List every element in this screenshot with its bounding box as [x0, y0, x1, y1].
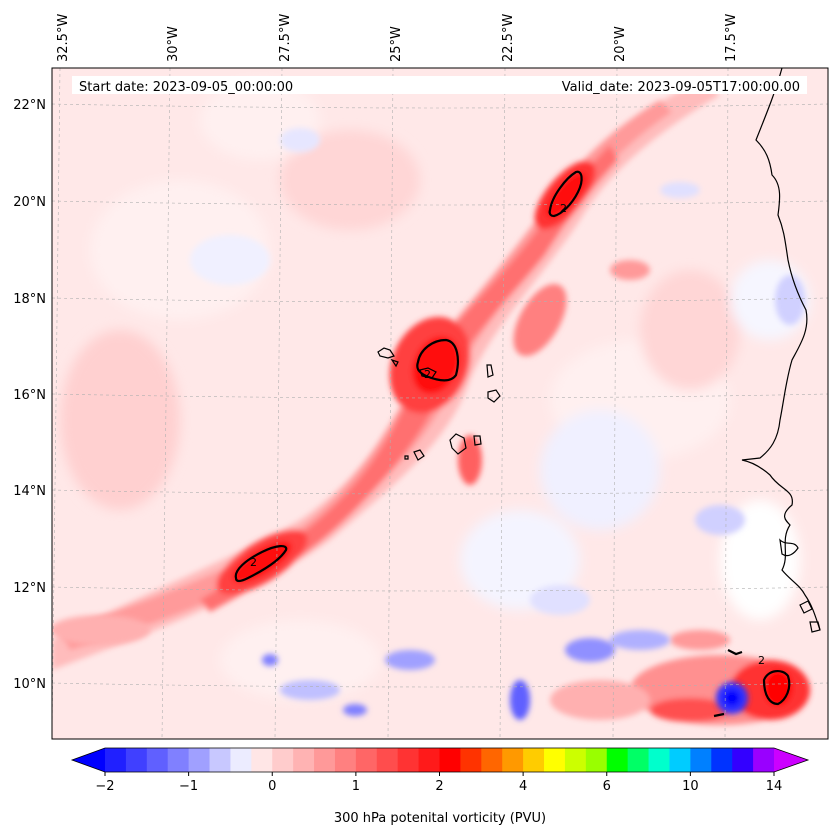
lat-label: 20°N: [13, 195, 46, 210]
colorbar-segment: [732, 748, 754, 772]
colorbar-segments: [105, 748, 775, 772]
date-header-bar: [72, 76, 807, 94]
pv-field-light: [60, 80, 810, 700]
island-sao-nicolau: [419, 367, 437, 379]
colorbar-segment: [314, 748, 336, 772]
contour-2pvu-south-tail: [713, 712, 725, 718]
contour-2pvu-center: [416, 338, 459, 382]
island-coast-2: [809, 621, 821, 633]
lon-label: 17.5°W: [724, 14, 739, 62]
island-brava: [404, 455, 409, 460]
colorbar-tick-label: 10: [682, 779, 699, 794]
island-maio: [473, 435, 482, 446]
colorbar-segment: [690, 748, 712, 772]
lat-label: 22°N: [13, 98, 46, 113]
colorbar-segment: [648, 748, 670, 772]
colorbar-segment: [397, 748, 420, 772]
lon-label: 22.5°W: [501, 14, 516, 62]
island-santo-antao: [377, 347, 395, 359]
start-date-text: Start date: 2023-09-05_00:00:00: [79, 80, 293, 95]
colorbar-segment: [627, 748, 650, 772]
lat-label: 12°N: [13, 581, 46, 596]
lon-label: 25°W: [389, 26, 404, 62]
colorbar-tick-label: −2: [95, 779, 114, 794]
contour-labels: 2 2 2 2: [250, 202, 765, 667]
island-santiago: [449, 433, 467, 455]
colorbar-segment: [439, 748, 461, 772]
pv-negative-patches: [190, 128, 805, 720]
colorbar-segment: [251, 748, 273, 772]
colorbar-max-extend: [774, 748, 808, 772]
island-sao-vicente: [390, 358, 399, 368]
pv-2-contours: [234, 170, 791, 718]
island-boa-vista: [487, 389, 501, 403]
colorbar-segment: [125, 748, 148, 772]
map-panel: 2 2 2 2: [52, 68, 828, 739]
colorbar-segment: [460, 748, 482, 772]
colorbar-tick-label: 14: [766, 779, 783, 794]
coastlines: [377, 68, 821, 633]
contour-2pvu-southeast: [762, 670, 791, 706]
colorbar-segment: [481, 748, 503, 772]
longitude-labels: 32.5°W 30°W 27.5°W 25°W 22.5°W 20°W 17.5…: [56, 14, 739, 62]
colorbar-tick-label: 2: [435, 779, 443, 794]
colorbar-min-extend: [72, 748, 105, 772]
gridlines: [52, 68, 828, 739]
contour-2pvu-north: [548, 170, 583, 218]
island-bissagos: [779, 538, 799, 557]
colorbar-tick-label: 4: [519, 779, 527, 794]
colorbar-segment: [523, 748, 545, 772]
colorbar-segment: [544, 748, 566, 772]
colorbar-segment: [188, 748, 211, 772]
latitude-labels: 22°N 20°N 18°N 16°N 14°N 12°N 10°N: [13, 98, 46, 692]
lat-label: 14°N: [13, 484, 46, 499]
lat-label: 10°N: [13, 677, 46, 692]
contour-label: 2: [758, 654, 765, 667]
colorbar-segment: [585, 748, 608, 772]
colorbar-segment: [564, 748, 587, 772]
colorbar: −2 −1 0 1 2 4 6 10 14 300 hPa potenital vorticit…: [70, 747, 810, 826]
lat-label: 16°N: [13, 388, 46, 403]
colorbar-segment: [376, 748, 399, 772]
lon-label: 27.5°W: [278, 14, 293, 62]
island-sal: [486, 364, 494, 378]
colorbar-segment: [230, 748, 252, 772]
colorbar-segment: [272, 748, 294, 772]
valid-date-text: Valid_date: 2023-09-05T17:00:00.00: [562, 80, 800, 95]
colorbar-tick-label: 1: [352, 779, 360, 794]
colorbar-segment: [711, 748, 733, 772]
colorbar-segment: [146, 748, 169, 772]
colorbar-segment: [418, 748, 440, 772]
island-fogo: [413, 449, 425, 461]
colorbar-segment: [355, 748, 378, 772]
colorbar-tick-label: 0: [268, 779, 276, 794]
colorbar-ticks: −2 −1 0 1 2 4 6 10 14: [95, 772, 782, 794]
colorbar-segment: [502, 748, 524, 772]
contour-label: 2: [250, 556, 257, 569]
colorbar-segment: [669, 748, 691, 772]
colorbar-tick-label: −1: [179, 779, 198, 794]
colorbar-segment: [105, 748, 127, 772]
colorbar-title: 300 hPa potenital vorticity (PVU): [334, 811, 546, 826]
lat-label: 18°N: [13, 292, 46, 307]
colorbar-segment: [209, 748, 231, 772]
island-coast-1: [799, 600, 813, 614]
colorbar-segment: [167, 748, 190, 772]
lon-label: 30°W: [166, 26, 181, 62]
contour-2pvu-southeast-small: [727, 649, 743, 656]
colorbar-tick-label: 6: [603, 779, 611, 794]
contour-label: 2: [424, 368, 431, 381]
contour-label: 2: [560, 202, 567, 215]
map-frame: [51, 67, 829, 740]
contour-2pvu-south: [234, 545, 288, 583]
colorbar-segment: [753, 748, 775, 772]
colorbar-segment: [334, 748, 357, 772]
lon-label: 32.5°W: [56, 14, 71, 62]
colorbar-segment: [606, 748, 629, 772]
colorbar-segment: [293, 748, 315, 772]
lon-label: 20°W: [613, 26, 628, 62]
